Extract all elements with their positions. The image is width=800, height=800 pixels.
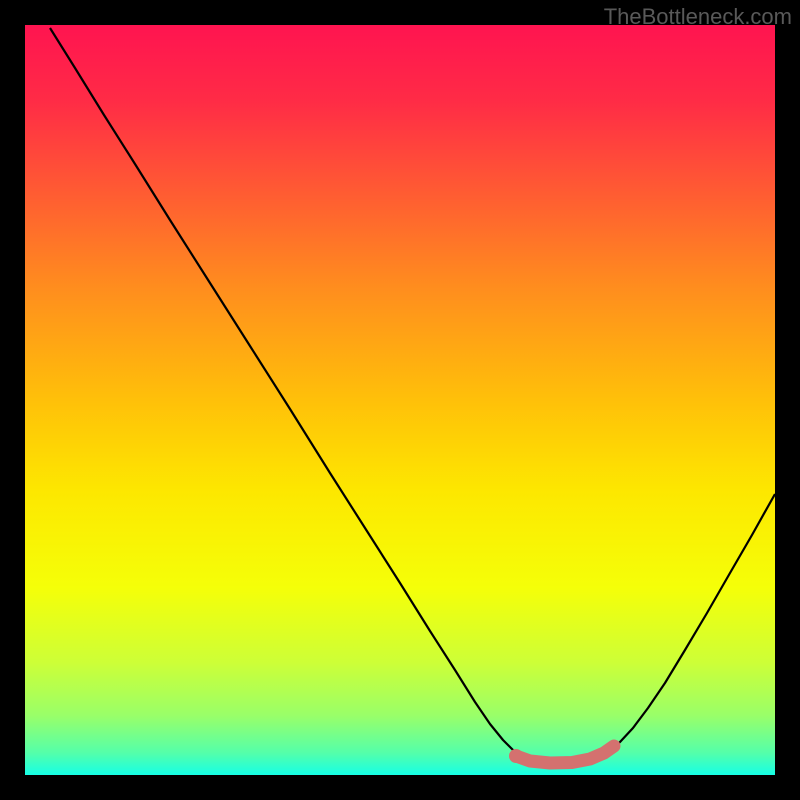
chart-container: TheBottleneck.com bbox=[0, 0, 800, 800]
chart-svg bbox=[0, 0, 800, 800]
watermark-text: TheBottleneck.com bbox=[604, 4, 792, 30]
